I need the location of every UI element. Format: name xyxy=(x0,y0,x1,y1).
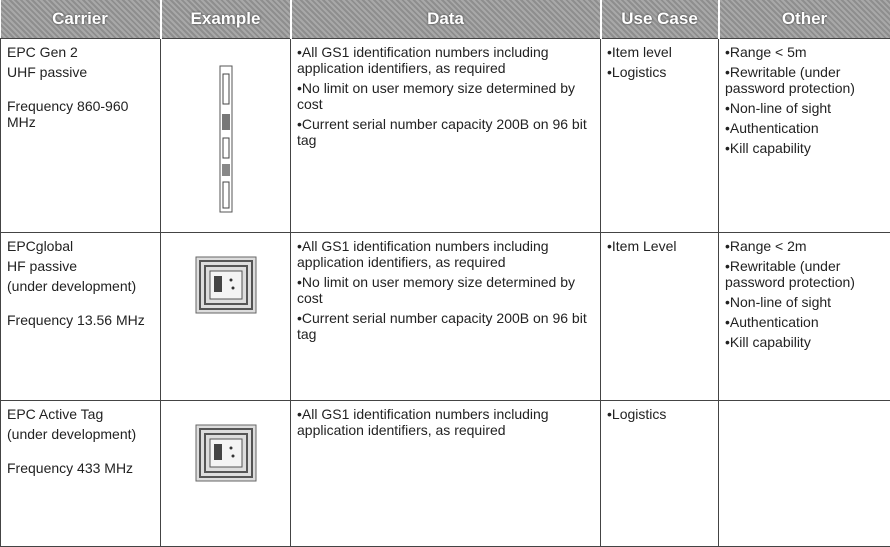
other-cell: •Range < 5m •Rewritable (under password p… xyxy=(719,39,890,233)
carrier-line: HF passive xyxy=(7,258,154,274)
bullet-item: •All GS1 identification numbers includin… xyxy=(297,406,594,438)
bullet-item: •Current serial number capacity 200B on … xyxy=(297,116,594,148)
table-row: EPC Gen 2 UHF passive Frequency 860-960 MH… xyxy=(1,39,890,233)
column-header: Example xyxy=(161,0,291,39)
data-cell: •All GS1 identification numbers includin… xyxy=(291,39,601,233)
carrier-line: UHF passive xyxy=(7,64,154,80)
bullet-item: •Kill capability xyxy=(725,140,884,156)
bullet-item: •Kill capability xyxy=(725,334,884,350)
use-case-cell: •Logistics xyxy=(601,401,719,547)
carrier-line: (under development) xyxy=(7,278,154,294)
table-row: EPCglobal HF passive (under development) Fr… xyxy=(1,233,890,401)
bullet-item: •Logistics xyxy=(607,64,712,80)
column-header: Data xyxy=(291,0,601,39)
carrier-frequency: Frequency 433 MHz xyxy=(7,460,154,476)
use-case-cell: •Item level •Logistics xyxy=(601,39,719,233)
other-cell: •Range < 2m •Rewritable (under password p… xyxy=(719,233,890,401)
uhf-tag-image xyxy=(214,64,238,214)
carrier-cell: EPC Gen 2 UHF passive Frequency 860-960 MH… xyxy=(1,39,161,233)
example-cell xyxy=(161,401,291,547)
data-cell: •All GS1 identification numbers includin… xyxy=(291,233,601,401)
bullet-item: •Authentication xyxy=(725,314,884,330)
bullet-item: •No limit on user memory size determined… xyxy=(297,80,594,112)
carrier-line: EPC Gen 2 xyxy=(7,44,154,60)
bullet-item: •All GS1 identification numbers includin… xyxy=(297,44,594,76)
bullet-item: •Range < 5m xyxy=(725,44,884,60)
carrier-frequency: Frequency 13.56 MHz xyxy=(7,312,154,328)
carrier-line: EPC Active Tag xyxy=(7,406,154,422)
use-case-cell: •Item Level xyxy=(601,233,719,401)
example-cell xyxy=(161,233,291,401)
bullet-item: •Authentication xyxy=(725,120,884,136)
carrier-line: EPCglobal xyxy=(7,238,154,254)
other-cell xyxy=(719,401,890,547)
carrier-line: (under development) xyxy=(7,426,154,442)
bullet-item: •Non-line of sight xyxy=(725,294,884,310)
example-cell xyxy=(161,39,291,233)
column-header: Other xyxy=(719,0,890,39)
data-cell: •All GS1 identification numbers includin… xyxy=(291,401,601,547)
column-header: Use Case xyxy=(601,0,719,39)
bullet-item: •No limit on user memory size determined… xyxy=(297,274,594,306)
bullet-item: •Current serial number capacity 200B on … xyxy=(297,310,594,342)
column-header: Carrier xyxy=(1,0,161,39)
bullet-item: •Logistics xyxy=(607,406,712,422)
carrier-cell: EPCglobal HF passive (under development) Fr… xyxy=(1,233,161,401)
bullet-item: •Item Level xyxy=(607,238,712,254)
table-body: EPC Gen 2 UHF passive Frequency 860-960 MH… xyxy=(1,39,890,547)
carrier-frequency: Frequency 860-960 MHz xyxy=(7,98,154,130)
bullet-item: •Rewritable (under password protection) xyxy=(725,64,884,96)
bullet-item: •Item level xyxy=(607,44,712,60)
hf-tag-image xyxy=(195,256,257,314)
bullet-item: •All GS1 identification numbers includin… xyxy=(297,238,594,270)
carrier-cell: EPC Active Tag (under development) Frequen… xyxy=(1,401,161,547)
bullet-item: •Non-line of sight xyxy=(725,100,884,116)
bullet-item: •Range < 2m xyxy=(725,238,884,254)
hf-tag-image xyxy=(195,424,257,482)
table-row: EPC Active Tag (under development) Frequen… xyxy=(1,401,890,547)
bullet-item: •Rewritable (under password protection) xyxy=(725,258,884,290)
